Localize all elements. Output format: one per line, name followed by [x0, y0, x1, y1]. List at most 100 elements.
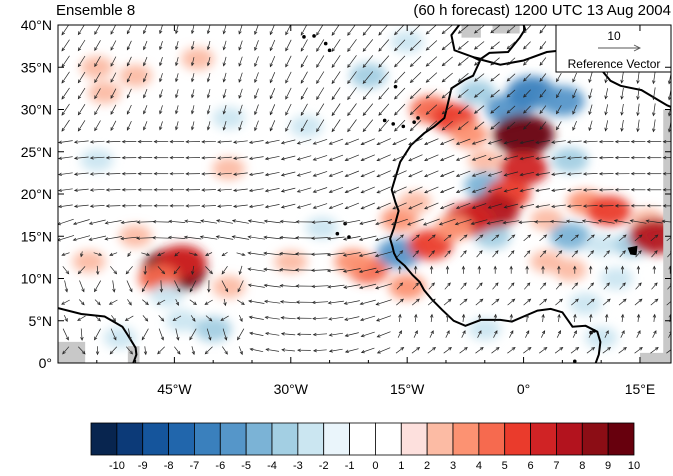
colorbar-tick-label: -5: [241, 460, 251, 471]
anomaly-blob: [80, 149, 113, 171]
colorbar-tick-label: 9: [605, 460, 611, 471]
latitude-labels: 40°N 35°N 30°N 25°N 20°N 15°N 10°N 5°N 0°: [21, 17, 52, 371]
colorbar-tick-label: -9: [138, 460, 148, 471]
missing-data-region: [640, 353, 671, 363]
colorbar-tick-label: -10: [109, 460, 125, 471]
colorbar-swatch: [608, 423, 634, 455]
colorbar-tick-label: 1: [398, 460, 404, 471]
colorbar-tick-label: -1: [345, 460, 355, 471]
reference-vector-caption: Reference Vector: [568, 57, 661, 71]
colorbar-swatch: [556, 423, 582, 455]
anomaly-blob: [104, 326, 137, 348]
missing-data-region: [493, 25, 520, 33]
latitude-label: 40°N: [21, 17, 52, 33]
colorbar-tick-label: 8: [579, 460, 585, 471]
anomaly-blob: [586, 196, 631, 227]
anomaly-blob: [585, 233, 618, 255]
missing-data-region: [58, 342, 85, 363]
colorbar-tick-label: 10: [628, 460, 640, 471]
island-dot: [302, 35, 306, 39]
colorbar-swatch: [375, 423, 401, 455]
colorbar-swatch: [427, 423, 453, 455]
colorbar-swatch: [479, 423, 505, 455]
missing-data-region: [461, 25, 480, 38]
colorbar-swatch: [350, 423, 376, 455]
anomaly-blob: [88, 81, 121, 103]
island-dot: [394, 85, 398, 89]
latitude-label: 0°: [39, 355, 52, 371]
colorbar-tick-label: -7: [190, 460, 200, 471]
colorbar-swatch: [117, 423, 143, 455]
anomaly-blob: [119, 64, 152, 86]
latitude-label: 10°N: [21, 271, 52, 287]
latitude-label: 25°N: [21, 144, 52, 160]
longitude-labels: 45°W 30°W 15°W 0° 15°E: [157, 381, 655, 397]
colorbar-swatch: [582, 423, 608, 455]
colorbar-tick-label: 2: [424, 460, 430, 471]
map-plot-area: [58, 23, 673, 363]
island-dot: [336, 232, 340, 236]
colorbar-tick-label: 7: [553, 460, 559, 471]
latitude-label: 15°N: [21, 228, 52, 244]
colorbar-swatch: [505, 423, 531, 455]
island-dot: [391, 122, 395, 126]
anomaly-blob: [398, 191, 431, 213]
colorbar-swatch: [531, 423, 557, 455]
reference-vector-magnitude: 10: [607, 29, 621, 43]
colorbar-swatch: [246, 423, 272, 455]
anomaly-blob: [493, 114, 554, 155]
anomaly-blob: [600, 267, 633, 289]
anomaly-blob: [552, 148, 589, 173]
colorbar-swatch: [169, 423, 195, 455]
anomaly-blob: [550, 222, 591, 250]
island-dot: [383, 119, 387, 123]
colorbar-tick-label: -3: [293, 460, 303, 471]
island-dot: [324, 42, 328, 46]
colorbar-swatch: [91, 423, 117, 455]
anomaly-blob: [540, 86, 585, 117]
island-dot: [312, 34, 316, 38]
anomaly-blob: [585, 326, 618, 348]
latitude-label: 20°N: [21, 186, 52, 202]
colorbar-tick-label: 0: [372, 460, 378, 471]
colorbar-swatch: [143, 423, 169, 455]
anomaly-blob: [389, 274, 426, 299]
anomaly-blob: [569, 293, 602, 315]
longitude-label: 15°E: [625, 381, 656, 397]
island-dot: [416, 116, 420, 120]
colorbar-swatch: [272, 423, 298, 455]
latitude-label: 35°N: [21, 59, 52, 75]
colorbar: [91, 423, 634, 455]
longitude-label: 30°W: [274, 381, 309, 397]
island-dot: [328, 49, 332, 53]
longitude-label: 0°: [517, 381, 530, 397]
latitude-label: 5°N: [29, 313, 53, 329]
colorbar-swatch: [401, 423, 427, 455]
colorbar-swatch: [298, 423, 324, 455]
anomaly-blob: [212, 157, 245, 179]
anomaly-blob: [468, 318, 501, 340]
colorbar-tick-label: 3: [450, 460, 456, 471]
colorbar-swatch: [324, 423, 350, 455]
longitude-label: 45°W: [157, 381, 192, 397]
reference-vector-box: 10 Reference Vector: [556, 25, 671, 72]
colorbar-tick-label: -8: [164, 460, 174, 471]
anomaly-blob: [451, 122, 488, 147]
colorbar-tick-label: -2: [319, 460, 329, 471]
anomaly-blob: [305, 217, 338, 239]
anomaly-blob: [290, 115, 323, 137]
colorbar-tick-label: 5: [502, 460, 508, 471]
colorbar-tick-label: 6: [528, 460, 534, 471]
island-dot: [412, 120, 416, 124]
anomaly-blob: [119, 225, 152, 247]
colorbar-tick-label: -6: [215, 460, 225, 471]
latitude-label: 30°N: [21, 102, 52, 118]
forecast-time-title: (60 h forecast) 1200 UTC 13 Aug 2004: [413, 2, 671, 19]
longitude-label: 15°W: [390, 381, 425, 397]
colorbar-tick-label: -4: [267, 460, 277, 471]
anomaly-blob: [80, 56, 113, 78]
colorbar-swatch: [194, 423, 220, 455]
island-dot: [592, 329, 596, 333]
